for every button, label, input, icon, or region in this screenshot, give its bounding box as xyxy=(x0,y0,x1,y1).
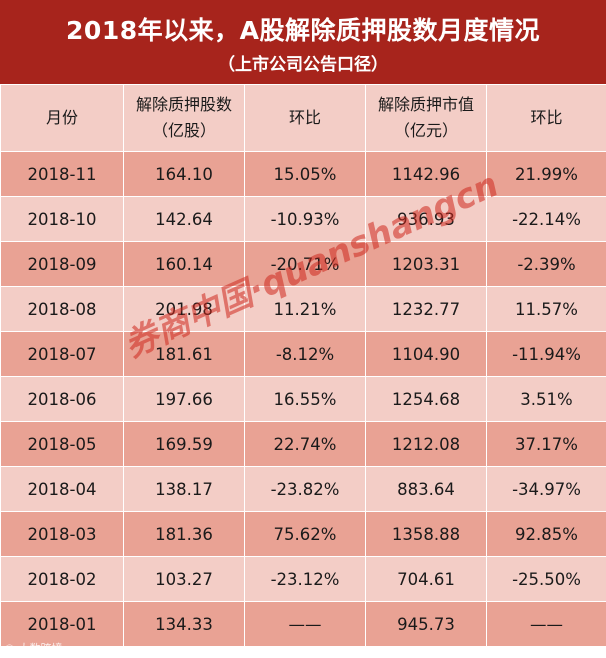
cell-mom-shares: 11.21% xyxy=(244,286,366,332)
page-title: 2018年以来，A股解除质押股数月度情况 xyxy=(66,16,540,45)
cell-released-shares: 181.61 xyxy=(123,331,245,377)
cell-month: 2018-05 xyxy=(0,421,124,467)
cell-released-shares: 160.14 xyxy=(123,241,245,287)
table-header-banner: 2018年以来，A股解除质押股数月度情况 （上市公司公告口径） xyxy=(0,0,606,84)
pledge-release-table: 月份 解除质押股数 （亿股） 环比 解除质押市值 （亿元） 环比 2018-11… xyxy=(0,84,606,647)
cell-month: 2018-11 xyxy=(0,151,124,197)
table-row: 2018-04 138.17 -23.82% 883.64 -34.97% xyxy=(0,466,606,512)
column-header-released-value: 解除质押市值 （亿元） xyxy=(365,84,487,152)
cell-mom-value: 37.17% xyxy=(486,421,606,467)
cell-month: 2018-06 xyxy=(0,376,124,422)
table-row: 2018-05 169.59 22.74% 1212.08 37.17% xyxy=(0,421,606,467)
cell-released-value: 1104.90 xyxy=(365,331,487,377)
cell-month: 2018-09 xyxy=(0,241,124,287)
cell-released-shares: 197.66 xyxy=(123,376,245,422)
cell-released-value: 883.64 xyxy=(365,466,487,512)
cell-released-shares: 138.17 xyxy=(123,466,245,512)
table-row: 2018-11 164.10 15.05% 1142.96 21.99% xyxy=(0,151,606,197)
cell-released-shares: 142.64 xyxy=(123,196,245,242)
table-row: 2018-03 181.36 75.62% 1358.88 92.85% xyxy=(0,511,606,557)
cell-released-value: 1212.08 xyxy=(365,421,487,467)
cell-released-value: 1203.31 xyxy=(365,241,487,287)
cell-mom-shares: 15.05% xyxy=(244,151,366,197)
cell-released-value: 1358.88 xyxy=(365,511,487,557)
column-header-mom-shares: 环比 xyxy=(244,84,366,152)
cell-mom-shares: -23.12% xyxy=(244,556,366,602)
cell-mom-value: -22.14% xyxy=(486,196,606,242)
cell-mom-shares: -23.82% xyxy=(244,466,366,512)
cell-released-shares: 169.59 xyxy=(123,421,245,467)
cell-released-value: 945.73 xyxy=(365,601,487,647)
cell-mom-value: —— xyxy=(486,601,606,647)
cell-released-value: 1142.96 xyxy=(365,151,487,197)
cell-mom-value: 3.51% xyxy=(486,376,606,422)
cell-released-value: 1254.68 xyxy=(365,376,487,422)
cell-month: 2018-04 xyxy=(0,466,124,512)
cell-mom-value: -34.97% xyxy=(486,466,606,512)
cell-mom-shares: 75.62% xyxy=(244,511,366,557)
cell-month: 2018-01 xyxy=(0,601,124,647)
column-header-month: 月份 xyxy=(0,84,124,152)
table-row: 2018-06 197.66 16.55% 1254.68 3.51% xyxy=(0,376,606,422)
cell-mom-shares: 22.74% xyxy=(244,421,366,467)
cell-released-shares: 201.98 xyxy=(123,286,245,332)
table-row: 2018-09 160.14 -20.71% 1203.31 -2.39% xyxy=(0,241,606,287)
cell-month: 2018-10 xyxy=(0,196,124,242)
cell-released-value: 936.93 xyxy=(365,196,487,242)
cell-mom-value: -2.39% xyxy=(486,241,606,287)
cell-released-shares: 134.33 xyxy=(123,601,245,647)
column-header-row: 月份 解除质押股数 （亿股） 环比 解除质押市值 （亿元） 环比 xyxy=(0,84,606,152)
cell-mom-shares: -20.71% xyxy=(244,241,366,287)
column-header-released-shares: 解除质押股数 （亿股） xyxy=(123,84,245,152)
cell-mom-value: 92.85% xyxy=(486,511,606,557)
cell-released-shares: 103.27 xyxy=(123,556,245,602)
table-row: 2018-02 103.27 -23.12% 704.61 -25.50% xyxy=(0,556,606,602)
cell-mom-value: -25.50% xyxy=(486,556,606,602)
cell-mom-value: -11.94% xyxy=(486,331,606,377)
cell-mom-shares: —— xyxy=(244,601,366,647)
table-row: 2018-10 142.64 -10.93% 936.93 -22.14% xyxy=(0,196,606,242)
cell-month: 2018-08 xyxy=(0,286,124,332)
cell-month: 2018-02 xyxy=(0,556,124,602)
footer-watermark: © 大数跨境 xyxy=(4,642,63,655)
page-subtitle: （上市公司公告口径） xyxy=(218,55,388,75)
table-row: 2018-08 201.98 11.21% 1232.77 11.57% xyxy=(0,286,606,332)
cell-mom-shares: -10.93% xyxy=(244,196,366,242)
table-row: 2018-07 181.61 -8.12% 1104.90 -11.94% xyxy=(0,331,606,377)
cell-mom-value: 21.99% xyxy=(486,151,606,197)
cell-month: 2018-03 xyxy=(0,511,124,557)
cell-released-shares: 164.10 xyxy=(123,151,245,197)
cell-mom-shares: -8.12% xyxy=(244,331,366,377)
cell-month: 2018-07 xyxy=(0,331,124,377)
cell-mom-value: 11.57% xyxy=(486,286,606,332)
cell-released-shares: 181.36 xyxy=(123,511,245,557)
cell-released-value: 704.61 xyxy=(365,556,487,602)
cell-mom-shares: 16.55% xyxy=(244,376,366,422)
table-row: 2018-01 134.33 —— 945.73 —— xyxy=(0,601,606,647)
column-header-mom-value: 环比 xyxy=(486,84,606,152)
cell-released-value: 1232.77 xyxy=(365,286,487,332)
